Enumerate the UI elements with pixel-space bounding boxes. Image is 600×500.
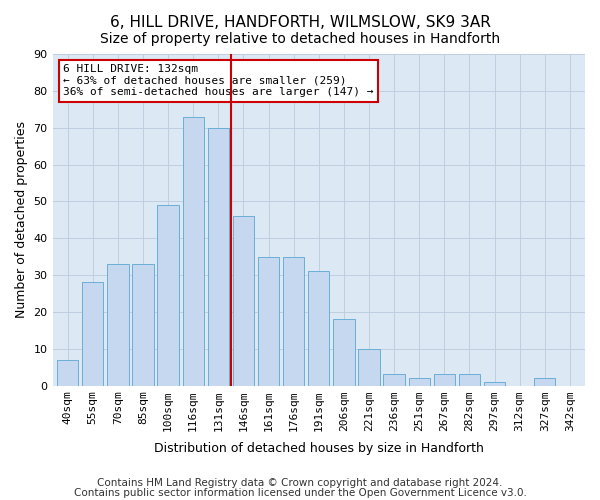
Bar [208, 128, 229, 386]
Bar [258, 256, 279, 386]
Bar [182, 116, 204, 386]
Bar [157, 205, 179, 386]
Bar [434, 374, 455, 386]
Bar [358, 348, 380, 386]
Text: Contains HM Land Registry data © Crown copyright and database right 2024.: Contains HM Land Registry data © Crown c… [97, 478, 503, 488]
Bar [283, 256, 304, 386]
Bar [308, 272, 329, 386]
Bar [82, 282, 103, 386]
Bar [383, 374, 405, 386]
Text: 6 HILL DRIVE: 132sqm
← 63% of detached houses are smaller (259)
36% of semi-deta: 6 HILL DRIVE: 132sqm ← 63% of detached h… [63, 64, 374, 97]
Text: Contains public sector information licensed under the Open Government Licence v3: Contains public sector information licen… [74, 488, 526, 498]
Bar [409, 378, 430, 386]
Bar [57, 360, 78, 386]
Bar [132, 264, 154, 386]
Text: Size of property relative to detached houses in Handforth: Size of property relative to detached ho… [100, 32, 500, 46]
Bar [233, 216, 254, 386]
Y-axis label: Number of detached properties: Number of detached properties [15, 122, 28, 318]
Bar [484, 382, 505, 386]
Bar [459, 374, 480, 386]
X-axis label: Distribution of detached houses by size in Handforth: Distribution of detached houses by size … [154, 442, 484, 455]
Bar [534, 378, 556, 386]
Text: 6, HILL DRIVE, HANDFORTH, WILMSLOW, SK9 3AR: 6, HILL DRIVE, HANDFORTH, WILMSLOW, SK9 … [110, 15, 490, 30]
Bar [333, 319, 355, 386]
Bar [107, 264, 128, 386]
